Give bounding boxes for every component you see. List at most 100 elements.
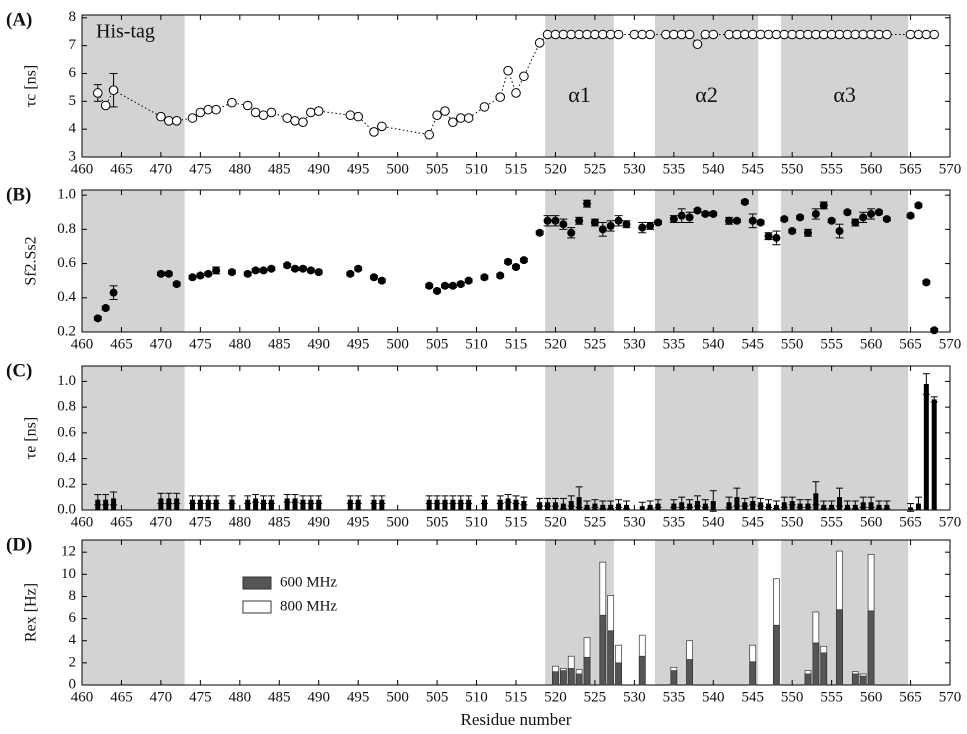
x-tick-label: 550 — [781, 336, 804, 352]
x-tick-label: 470 — [150, 514, 173, 530]
x-tick-label: 520 — [544, 689, 567, 705]
x-tick-label: 555 — [820, 514, 843, 530]
x-tick-label: 530 — [623, 161, 646, 177]
bar — [253, 498, 259, 510]
x-tick-label: 510 — [465, 689, 488, 705]
data-point — [511, 88, 521, 98]
data-point — [100, 100, 111, 111]
x-tick-label: 530 — [623, 336, 646, 352]
data-point — [550, 29, 561, 40]
data-point — [874, 208, 883, 217]
x-tick-label: 480 — [229, 514, 252, 530]
panel-label: (A) — [6, 9, 32, 30]
data-point — [551, 216, 560, 225]
x-tick-label: 540 — [702, 689, 725, 705]
data-point — [512, 262, 520, 271]
shaded-region — [654, 366, 759, 510]
data-point — [298, 117, 308, 127]
data-point — [771, 29, 782, 40]
data-point — [826, 29, 837, 40]
x-tick-label: 535 — [663, 689, 686, 705]
y-tick-label: 8 — [69, 9, 77, 25]
x-tick-label: 460 — [71, 336, 94, 352]
region-label: α1 — [568, 82, 591, 107]
data-point — [930, 326, 939, 335]
bar — [552, 671, 559, 686]
x-tick-label: 560 — [860, 161, 883, 177]
bar — [292, 498, 298, 510]
data-point — [93, 314, 102, 323]
panel-label: (C) — [6, 360, 32, 381]
data-point — [171, 116, 182, 126]
data-point — [243, 269, 252, 278]
data-point — [905, 29, 916, 40]
data-point — [519, 71, 529, 82]
y-axis-label: τe [ns] — [23, 417, 40, 459]
data-point — [242, 100, 253, 111]
data-point — [732, 29, 742, 40]
x-tick-label: 465 — [110, 336, 133, 352]
data-point — [787, 29, 797, 40]
y-axis-label: τc [ns] — [23, 65, 40, 107]
data-point — [605, 29, 616, 40]
data-point — [708, 29, 719, 40]
data-point — [677, 211, 686, 220]
data-point — [196, 271, 205, 280]
x-tick-label: 490 — [307, 161, 330, 177]
data-point — [496, 271, 505, 280]
data-point — [756, 218, 765, 227]
data-point — [156, 269, 165, 278]
data-point — [345, 110, 356, 121]
y-tick-label: 0.4 — [57, 450, 76, 466]
x-tick-label: 500 — [386, 514, 409, 530]
x-tick-label: 530 — [623, 514, 646, 530]
data-point — [440, 281, 449, 290]
bar — [166, 498, 172, 510]
bar — [513, 499, 519, 510]
data-point — [811, 29, 821, 40]
data-point — [850, 29, 861, 40]
data-point — [590, 29, 600, 40]
shaded-region — [82, 540, 185, 685]
x-tick-label: 475 — [189, 161, 212, 177]
data-point — [542, 29, 553, 40]
y-tick-label: 0.6 — [57, 255, 76, 271]
shaded-region — [545, 366, 614, 510]
data-point — [558, 29, 569, 40]
data-point — [772, 233, 781, 242]
data-point — [164, 116, 174, 126]
data-point — [559, 220, 568, 229]
x-tick-label: 520 — [544, 336, 567, 352]
data-point — [250, 107, 261, 118]
data-point — [306, 107, 316, 118]
bar — [575, 673, 583, 686]
bar — [836, 609, 843, 686]
x-tick-label: 485 — [268, 161, 291, 177]
bar — [670, 670, 678, 686]
x-tick-label: 470 — [150, 689, 173, 705]
data-point — [842, 29, 853, 40]
y-tick-label: 10 — [61, 566, 76, 582]
data-point — [164, 269, 173, 278]
data-point — [638, 223, 647, 232]
x-tick-label: 550 — [781, 689, 804, 705]
bar — [812, 642, 820, 686]
data-point — [779, 29, 790, 40]
data-point — [921, 29, 932, 40]
data-point — [574, 29, 584, 40]
x-tick-label: 495 — [347, 161, 370, 177]
data-point — [204, 269, 213, 278]
bar — [466, 499, 472, 510]
bar — [559, 670, 567, 686]
data-point — [755, 29, 766, 40]
x-tick-label: 560 — [860, 336, 883, 352]
x-tick-label: 570 — [939, 336, 962, 352]
data-point — [377, 276, 386, 285]
bar — [308, 499, 314, 510]
data-point — [582, 29, 592, 40]
y-tick-label: 6 — [69, 610, 77, 626]
x-tick-label: 490 — [307, 336, 330, 352]
x-tick-label: 470 — [150, 336, 173, 352]
bar — [521, 501, 527, 510]
shaded-region — [545, 190, 614, 332]
